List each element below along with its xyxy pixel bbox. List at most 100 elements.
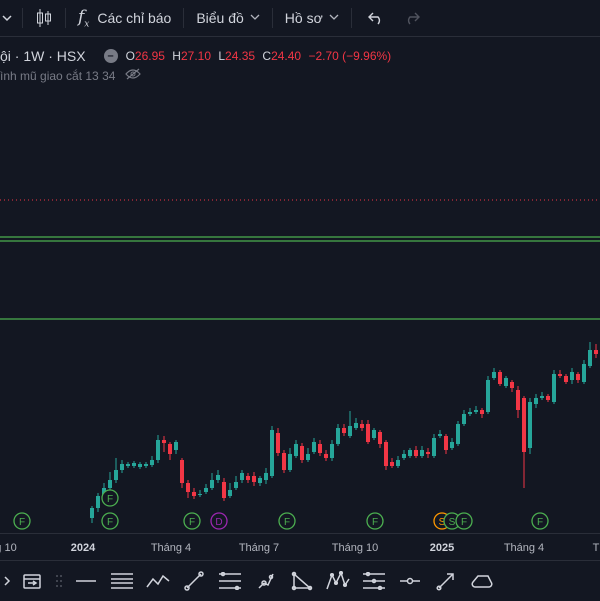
horizontal-line-icon[interactable] [68, 561, 104, 601]
candle [552, 370, 556, 404]
candle-body [420, 450, 424, 456]
candle [504, 376, 508, 388]
event-marker-earnings[interactable]: F [531, 512, 549, 530]
calendar-icon[interactable] [14, 561, 50, 601]
candlestick-type-icon[interactable] [27, 0, 61, 36]
candle [90, 506, 94, 523]
candle [366, 420, 370, 444]
minus-icon[interactable]: – [103, 49, 118, 63]
candle-body [492, 372, 496, 378]
candle [168, 442, 172, 460]
trend-path-icon[interactable] [140, 561, 176, 601]
event-marker-circle [455, 512, 473, 530]
horizontal-ray-icon[interactable] [392, 561, 428, 601]
candle [558, 370, 562, 378]
candle-body [408, 450, 412, 456]
candle-body [144, 464, 148, 466]
elliott-wave-icon[interactable] [320, 561, 356, 601]
separator [350, 8, 352, 28]
candle-body [474, 410, 478, 412]
candle-body [540, 396, 544, 398]
candle [420, 446, 424, 458]
candle [450, 438, 454, 450]
parallel-lines-icon[interactable] [104, 561, 140, 601]
candle [438, 430, 442, 438]
event-marker-earnings[interactable]: F [13, 512, 31, 530]
time-tick: Tháng 4 [503, 542, 545, 554]
candle-body [336, 428, 340, 444]
eye-hidden-icon[interactable] [125, 68, 142, 83]
candle [570, 368, 574, 384]
candle [372, 428, 376, 440]
time-tick-year: 2024 [70, 542, 96, 554]
candle-body [570, 372, 574, 380]
candle [384, 440, 388, 470]
brush-icon[interactable] [248, 561, 284, 601]
candle-body [534, 398, 538, 404]
candle [516, 386, 520, 418]
candle [216, 470, 220, 483]
candle [270, 426, 274, 478]
redo-icon[interactable] [396, 0, 428, 36]
candle-body [192, 492, 196, 496]
candle-body [234, 482, 238, 488]
event-marker-circle [101, 512, 119, 530]
change-value: −2.70 (−9.96%) [308, 49, 392, 63]
candle [576, 372, 580, 383]
candle [258, 476, 262, 486]
candle [282, 450, 286, 473]
profile-menu-button[interactable]: Hồ sơ [277, 0, 347, 36]
chart-menu-button[interactable]: Biểu đồ [188, 0, 267, 36]
event-marker-earnings[interactable]: F [101, 512, 119, 530]
trend-line-icon[interactable] [176, 561, 212, 601]
event-marker-dividend[interactable]: D [210, 512, 228, 530]
candle [114, 458, 118, 483]
indicators-button[interactable]: fx Các chỉ báo [70, 0, 179, 36]
candle [126, 462, 130, 468]
candle [426, 448, 430, 458]
candle-body [468, 412, 472, 414]
pattern-icon[interactable] [284, 561, 320, 601]
symbol-name[interactable]: ội · 1W · HSX [0, 48, 86, 64]
event-marker-circle [278, 512, 296, 530]
bottom-caret-icon[interactable] [0, 561, 14, 601]
event-marker-earnings[interactable]: F [278, 512, 296, 530]
candle [312, 438, 316, 454]
event-marker-circle [101, 489, 119, 507]
candle-body [432, 438, 436, 456]
undo-icon[interactable] [356, 0, 396, 36]
low-value: 24.35 [225, 49, 256, 63]
indicator-name[interactable]: ình mũ giao cắt 13 34 [0, 68, 116, 83]
candle [294, 440, 298, 458]
shape-icon[interactable] [464, 561, 500, 601]
candle-body [444, 436, 448, 450]
event-marker-label: F [107, 517, 113, 528]
menu-caret-icon[interactable] [0, 0, 18, 36]
event-marker-earnings[interactable]: F [183, 512, 201, 530]
candle [330, 440, 334, 461]
candle-body [114, 470, 118, 480]
profile-menu-label: Hồ sơ [284, 10, 323, 26]
event-marker-earnings[interactable]: F [101, 489, 119, 507]
candle-body [486, 380, 490, 412]
event-marker-circle [531, 512, 549, 530]
candle [222, 478, 226, 501]
gann-fan-icon[interactable] [356, 561, 392, 601]
drag-handle-icon[interactable] [50, 561, 68, 601]
event-marker-earnings[interactable]: F [366, 512, 384, 530]
arrow-icon[interactable] [428, 561, 464, 601]
candle [342, 424, 346, 436]
time-axis[interactable]: g 10 2024 Tháng 4 Tháng 7 Tháng 10 2025 … [0, 533, 600, 561]
candle [486, 376, 490, 414]
candle-body [186, 483, 190, 492]
candle-body [288, 454, 292, 470]
candle-body [210, 480, 214, 488]
candle-body [318, 444, 322, 453]
price-chart[interactable]: F FFF D F F S S F F [0, 78, 600, 533]
ohlc-values: O26.95 H27.10 L24.35 C24.40 −2.70 (−9.96… [125, 49, 392, 63]
chart-menu-label: Biểu đồ [196, 10, 244, 26]
candle-body [360, 424, 364, 428]
fib-retracement-icon[interactable] [212, 561, 248, 601]
event-marker-earnings[interactable]: F [455, 512, 473, 530]
candle-body [582, 364, 586, 382]
